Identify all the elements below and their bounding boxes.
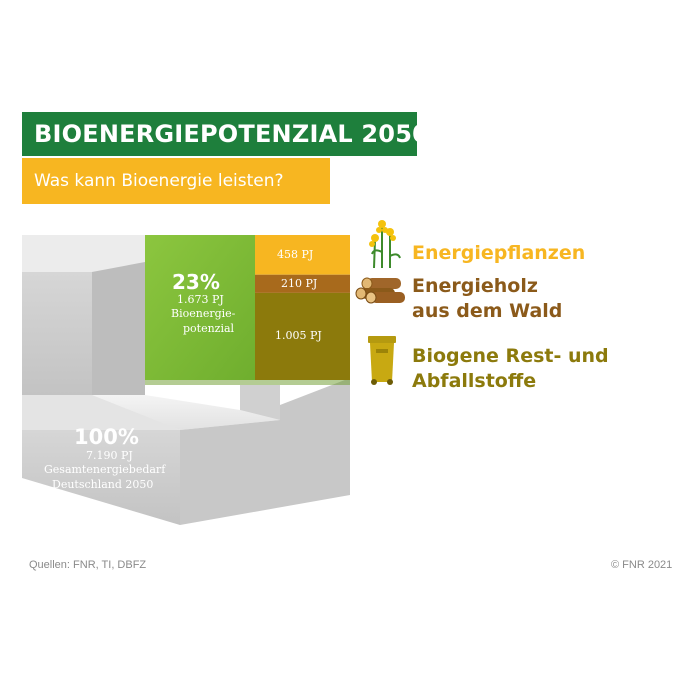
total-demand-block (22, 235, 350, 525)
potential-label-line2: potenzial (183, 322, 235, 335)
legend-energieholz-line2: aus dem Wald (412, 300, 563, 322)
potential-label-line1: Bioenergie- (171, 307, 236, 320)
title-banner (22, 112, 417, 156)
segment-label-reststoffe: 1.005 PJ (275, 329, 322, 343)
total-value: 7.190 PJ (86, 449, 133, 462)
segment-bar-energiepflanzen (255, 235, 350, 275)
legend-energieholz-line1: Energieholz (412, 275, 538, 297)
legend-reststoffe-line2: Abfallstoffe (412, 370, 537, 392)
gray-inner-wall (92, 262, 145, 395)
segment-label-energieholz: 210 PJ (281, 276, 318, 290)
segment-bar-reststoffe (255, 292, 350, 380)
legend-energieholz: Energieholz aus dem Wald (412, 274, 562, 324)
copyright-note: © FNR 2021 (611, 559, 673, 571)
potential-value: 1.673 PJ (177, 293, 224, 306)
sources-note: Quellen: FNR, TI, DBFZ (29, 559, 147, 571)
gray-floor (92, 395, 280, 430)
gray-front-face (22, 430, 180, 525)
segment-label-energiepflanzen: 458 PJ (277, 247, 314, 261)
legend-energiepflanzen: Energiepflanzen (412, 241, 585, 266)
gray-step-top (22, 395, 180, 430)
legend-reststoffe-line1: Biogene Rest- und (412, 345, 609, 367)
legend-reststoffe: Biogene Rest- und Abfallstoffe (412, 344, 609, 394)
gray-step-right (180, 378, 350, 525)
chart-subtitle: Was kann Bioenergie leisten? (34, 171, 284, 191)
segment-bar-energieholz (255, 274, 350, 293)
total-label-line1: Gesamtenergiebedarf (44, 463, 166, 476)
wood-logs-icon (355, 277, 405, 304)
potential-block (145, 235, 350, 385)
rapeseed-plant-icon (369, 220, 401, 269)
legend-energiepflanzen-line1: Energiepflanzen (412, 242, 586, 264)
waste-bin-icon (368, 336, 396, 385)
total-percent: 100% (74, 425, 139, 449)
gray-step-side (240, 385, 280, 420)
total-label-line2: Deutschland 2050 (52, 478, 154, 491)
gray-back-top (22, 235, 145, 272)
subtitle-banner (22, 158, 330, 204)
green-bottom-shade (145, 380, 350, 385)
potential-percent: 23% (172, 270, 220, 294)
chart-title: BIOENERGIEPOTENZIAL 2050 (34, 120, 429, 148)
green-front-face (145, 235, 255, 380)
